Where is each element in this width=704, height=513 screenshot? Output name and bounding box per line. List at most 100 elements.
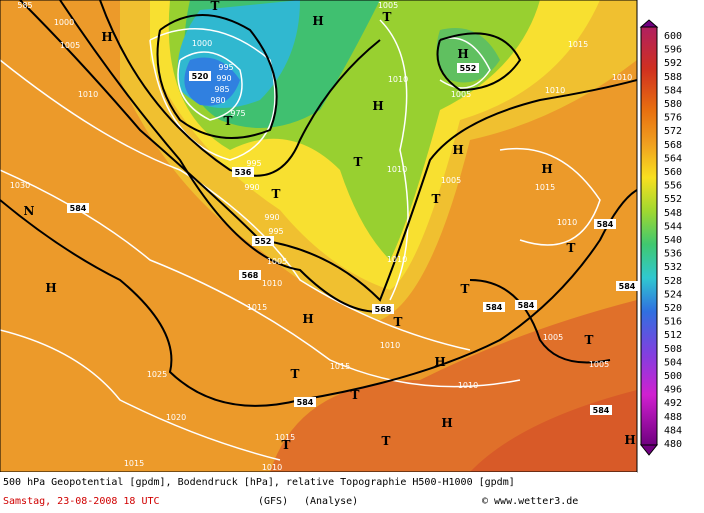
- contour-label: 568: [375, 305, 392, 314]
- contour-label: 1015: [124, 459, 144, 468]
- pressure-center: H: [372, 99, 383, 113]
- contour-label: 1010: [387, 165, 407, 174]
- colorbar-label: 572: [664, 126, 682, 137]
- pressure-center: T: [224, 114, 233, 128]
- colorbar-label: 484: [664, 425, 682, 436]
- pressure-center: H: [624, 433, 635, 447]
- pressure-center: T: [351, 388, 360, 402]
- contour-label: 1020: [166, 413, 186, 422]
- contour-label: 985: [214, 85, 229, 94]
- contour-label-bg: [232, 167, 254, 177]
- contour-label: 1010: [380, 341, 400, 350]
- colorbar-label: 492: [664, 398, 682, 409]
- pressure-center: H: [101, 30, 112, 44]
- contour-label: 520: [192, 72, 209, 81]
- contour-label: 1030: [10, 181, 30, 190]
- colorbar-label: 544: [664, 221, 682, 232]
- pressure-center: H: [45, 281, 56, 295]
- pressure-center: H: [441, 416, 452, 430]
- contour-label: 584: [297, 398, 314, 407]
- contour-label: 584: [486, 303, 503, 312]
- contour-label: 1005: [378, 1, 398, 10]
- pressure-center: H: [541, 162, 552, 176]
- contour-label: 995: [246, 159, 261, 168]
- pressure-center: T: [291, 367, 300, 381]
- contour-label: 975: [230, 109, 245, 118]
- contour-label-bg: [594, 219, 616, 229]
- colorbar-label: 528: [664, 276, 682, 287]
- contour-label: 585: [17, 1, 32, 10]
- colorbar-label: 508: [664, 344, 682, 355]
- pressure-center: T: [432, 192, 441, 206]
- contour-label: 1010: [545, 86, 565, 95]
- colorbar-label: 600: [664, 31, 682, 42]
- pressure-center: T: [585, 333, 594, 347]
- contour-label: 1025: [147, 370, 167, 379]
- colorbar-label: 584: [664, 85, 682, 96]
- colorbar-label: 512: [664, 330, 682, 341]
- contour-label: 1010: [612, 73, 632, 82]
- pressure-center: H: [452, 143, 463, 157]
- pressure-center: T: [383, 10, 392, 24]
- pressure-center: H: [302, 312, 313, 326]
- contour-label: 990: [264, 213, 279, 222]
- contour-label: 990: [244, 183, 259, 192]
- contour-label-bg: [616, 281, 638, 291]
- pressure-center: T: [211, 0, 220, 13]
- pressure-center: T: [354, 155, 363, 169]
- contour-label: 1000: [192, 39, 212, 48]
- contour-label: 1005: [451, 90, 471, 99]
- colorbar: [640, 26, 658, 446]
- colorbar-arrows: [639, 19, 659, 456]
- contour-label: 1015: [275, 433, 295, 442]
- contour-label: 1010: [458, 381, 478, 390]
- contour-label: 1010: [78, 90, 98, 99]
- colorbar-label: 496: [664, 385, 682, 396]
- contour-label: 1015: [247, 303, 267, 312]
- footer-model: (GFS): [258, 496, 288, 507]
- contour-label: 584: [593, 406, 610, 415]
- contour-label: 536: [235, 168, 252, 177]
- contour-label: 1015: [330, 362, 350, 371]
- pressure-center: T: [382, 434, 391, 448]
- colorbar-label: 500: [664, 371, 682, 382]
- contour-label: 1010: [262, 463, 282, 472]
- contour-label: 1005: [60, 41, 80, 50]
- contour-label: 568: [242, 271, 259, 280]
- colorbar-label: 552: [664, 194, 682, 205]
- pressure-center: N: [24, 204, 35, 218]
- colorbar-label: 488: [664, 412, 682, 423]
- colorbar-label: 548: [664, 208, 682, 219]
- contour-label: 1015: [568, 40, 588, 49]
- pressure-center: T: [272, 187, 281, 201]
- pressure-center: H: [434, 355, 445, 369]
- pressure-center: T: [282, 438, 291, 452]
- contour-label: 1005: [543, 333, 563, 342]
- footer-bg: [0, 472, 637, 513]
- colorbar-label: 540: [664, 235, 682, 246]
- contour-label: 584: [619, 282, 636, 291]
- contour-label-bg: [590, 405, 612, 415]
- contour-label-bg: [189, 71, 211, 81]
- contour-label-bg: [483, 302, 505, 312]
- contour-label-bg: [252, 236, 274, 246]
- colorbar-label: 588: [664, 72, 682, 83]
- colorbar-label: 564: [664, 153, 682, 164]
- contour-label: 1010: [262, 279, 282, 288]
- footer-description: 500 hPa Geopotential [gpdm], Bodendruck …: [3, 477, 515, 488]
- colorbar-label: 556: [664, 181, 682, 192]
- contour-label: 990: [216, 74, 231, 83]
- contour-label: 995: [218, 63, 233, 72]
- contour-label-bg: [515, 300, 537, 310]
- colorbar-label: 568: [664, 140, 682, 151]
- contour-label: 1015: [535, 183, 555, 192]
- contour-label-bg: [372, 304, 394, 314]
- contour-label: 584: [597, 220, 614, 229]
- pressure-center: H: [457, 47, 468, 61]
- contour-label: 1010: [387, 255, 407, 264]
- map: [0, 0, 637, 472]
- pressure-center: H: [312, 14, 323, 28]
- contour-label: 584: [518, 301, 535, 310]
- contour-label: 1010: [557, 218, 577, 227]
